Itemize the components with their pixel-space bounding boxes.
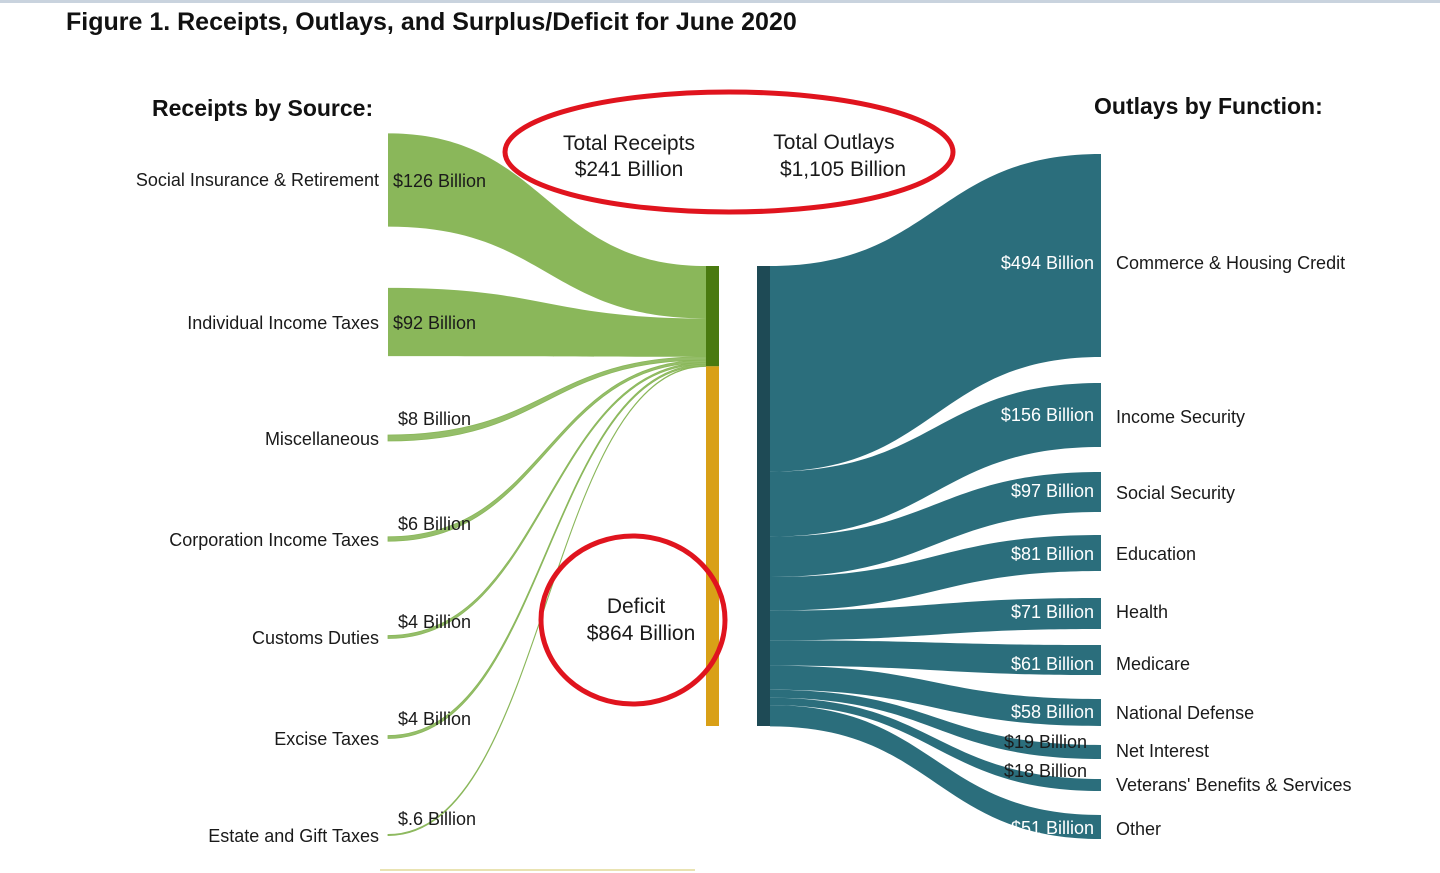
receipt-flow-social-insurance-retirement bbox=[388, 133, 706, 319]
receipt-value-miscellaneous: $8 Billion bbox=[398, 409, 471, 429]
receipts-bar bbox=[706, 266, 719, 367]
outlay-name-social-security: Social Security bbox=[1116, 483, 1235, 503]
receipt-value-excise-taxes: $4 Billion bbox=[398, 709, 471, 729]
outlay-flow-education bbox=[770, 535, 1101, 611]
outlay-value-health: $71 Billion bbox=[1011, 602, 1094, 622]
total-receipts-value: $241 Billion bbox=[575, 158, 684, 181]
outlay-value-other: $51 Billion bbox=[1011, 818, 1094, 838]
totals-highlight-circle bbox=[502, 89, 956, 215]
outlays-header: Outlays by Function: bbox=[1094, 93, 1323, 119]
outlay-value-veterans-benefits-services: $18 Billion bbox=[1004, 761, 1087, 781]
receipts-header: Receipts by Source: bbox=[152, 95, 374, 121]
receipt-value-customs-duties: $4 Billion bbox=[398, 612, 471, 632]
receipt-name-individual-income-taxes: Individual Income Taxes bbox=[187, 313, 379, 333]
receipt-name-miscellaneous: Miscellaneous bbox=[265, 429, 379, 449]
outlay-flow-other bbox=[770, 705, 1101, 839]
deficit-highlight-circle bbox=[538, 533, 728, 707]
outlay-flow-income-security bbox=[770, 383, 1101, 537]
deficit-label: Deficit bbox=[607, 595, 666, 618]
outlay-name-veterans-benefits-services: Veterans' Benefits & Services bbox=[1116, 775, 1352, 795]
outlay-name-other: Other bbox=[1116, 819, 1161, 839]
total-receipts-label: Total Receipts bbox=[563, 132, 695, 155]
outlay-flow-commerce-housing-credit bbox=[770, 154, 1101, 472]
deficit-value: $864 Billion bbox=[587, 622, 696, 645]
outlay-name-health: Health bbox=[1116, 602, 1168, 622]
outlay-value-net-interest: $19 Billion bbox=[1004, 732, 1087, 752]
flow-labels: $126 Billion Social Insurance & Retiremen… bbox=[136, 170, 1352, 871]
outlay-flow-net-interest bbox=[770, 689, 1101, 759]
receipt-name-estate-and-gift-taxes: Estate and Gift Taxes bbox=[208, 826, 379, 846]
outlay-name-income-security: Income Security bbox=[1116, 407, 1245, 427]
outlay-value-education: $81 Billion bbox=[1011, 544, 1094, 564]
outlay-flow-social-security bbox=[770, 472, 1101, 577]
total-outlays-label: Total Outlays bbox=[773, 131, 894, 154]
top-rule bbox=[0, 0, 1440, 3]
figure-title: Figure 1. Receipts, Outlays, and Surplus… bbox=[66, 8, 797, 36]
receipt-name-excise-taxes: Excise Taxes bbox=[274, 729, 379, 749]
outlay-flow-health bbox=[770, 598, 1101, 641]
outlay-value-national-defense: $58 Billion bbox=[1011, 702, 1094, 722]
outlay-value-medicare: $61 Billion bbox=[1011, 654, 1094, 674]
outlays-bar bbox=[757, 266, 770, 726]
total-outlays-value: $1,105 Billion bbox=[780, 158, 906, 181]
receipt-flows bbox=[387, 133, 707, 837]
outlay-flow-medicare bbox=[770, 640, 1101, 675]
receipt-name-customs-duties: Customs Duties bbox=[252, 628, 379, 648]
outlay-value-social-security: $97 Billion bbox=[1011, 481, 1094, 501]
receipt-value-individual-income-taxes: $92 Billion bbox=[393, 313, 476, 333]
center-bars bbox=[706, 266, 770, 726]
outlay-name-net-interest: Net Interest bbox=[1116, 741, 1209, 761]
outlay-name-commerce-housing-credit: Commerce & Housing Credit bbox=[1116, 253, 1345, 273]
deficit-bar bbox=[706, 366, 719, 726]
outlay-flows bbox=[770, 154, 1101, 839]
receipt-value-estate-and-gift-taxes: $.6 Billion bbox=[398, 809, 476, 829]
outlay-flow-national-defense bbox=[770, 665, 1101, 726]
outlay-name-medicare: Medicare bbox=[1116, 654, 1190, 674]
outlay-name-education: Education bbox=[1116, 544, 1196, 564]
receipt-flow-individual-income-taxes bbox=[388, 287, 706, 357]
outlay-value-commerce-housing-credit: $494 Billion bbox=[1001, 253, 1094, 273]
outlay-name-national-defense: National Defense bbox=[1116, 703, 1254, 723]
receipt-name-corporation-income-taxes: Corporation Income Taxes bbox=[169, 530, 379, 550]
receipt-name-social-insurance-retirement: Social Insurance & Retirement bbox=[136, 170, 379, 190]
receipt-value-corporation-income-taxes: $6 Billion bbox=[398, 514, 471, 534]
outlay-value-income-security: $156 Billion bbox=[1001, 405, 1094, 425]
receipt-value-social-insurance-retirement: $126 Billion bbox=[393, 171, 486, 191]
outlay-flow-veterans-benefits-services bbox=[770, 697, 1101, 791]
